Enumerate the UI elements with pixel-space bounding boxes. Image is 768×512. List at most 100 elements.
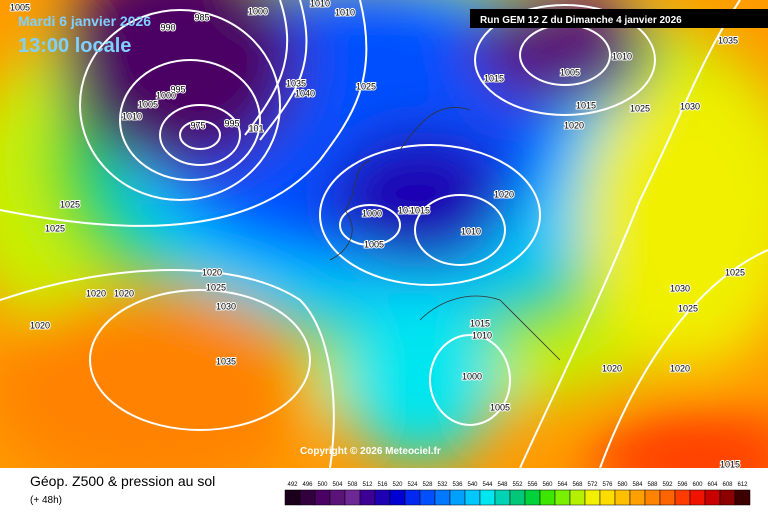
legend-level: 580 bbox=[617, 482, 628, 488]
isobar-label: 1000 bbox=[462, 371, 482, 381]
legend-level: 584 bbox=[632, 482, 643, 488]
run-box bbox=[470, 9, 768, 28]
isobar-label: 1025 bbox=[725, 267, 745, 277]
isobar-label: 1020 bbox=[494, 189, 514, 199]
legend-swatch bbox=[584, 489, 601, 506]
legend-level: 604 bbox=[707, 482, 718, 488]
run-info: Run GEM 12 Z du Dimanche 4 janvier 2026 bbox=[480, 15, 682, 26]
footer-title: Géop. Z500 & pression au sol bbox=[30, 473, 215, 489]
isobar-label: 1025 bbox=[45, 223, 65, 233]
legend-swatch bbox=[554, 489, 571, 506]
isobar-label: 1025 bbox=[206, 282, 226, 292]
legend-swatch bbox=[434, 489, 451, 506]
legend-swatch bbox=[314, 489, 331, 506]
legend-level: 540 bbox=[467, 482, 478, 488]
isobar-label: 1020 bbox=[86, 288, 106, 298]
isobar-label: 1010 bbox=[461, 226, 481, 236]
legend-level: 548 bbox=[497, 482, 508, 488]
legend-level: 556 bbox=[527, 482, 538, 488]
isobar-label: 1000 bbox=[156, 90, 176, 100]
legend-swatch bbox=[539, 489, 556, 506]
legend-swatch bbox=[344, 489, 361, 506]
legend-level: 544 bbox=[482, 482, 493, 488]
legend-swatch bbox=[404, 489, 421, 506]
isobar-label: 995 bbox=[224, 118, 239, 128]
isobar-label: 1015 bbox=[576, 100, 596, 110]
legend-level: 508 bbox=[347, 482, 358, 488]
footer-subtitle: (+ 48h) bbox=[30, 495, 62, 506]
legend-swatch bbox=[389, 489, 406, 506]
isobar-label: 985 bbox=[194, 12, 209, 22]
isobar-label: 1015 bbox=[470, 318, 490, 328]
legend-level: 492 bbox=[287, 482, 298, 488]
isobar-label: 1015 bbox=[720, 459, 740, 469]
isobar-label: 1010 bbox=[122, 111, 142, 121]
legend-level: 612 bbox=[737, 482, 748, 488]
legend-swatch bbox=[479, 489, 496, 506]
isobar-label: 1010 bbox=[472, 330, 492, 340]
isobar-label: 1005 bbox=[490, 402, 510, 412]
legend-level: 592 bbox=[662, 482, 673, 488]
isobar-label: 1035 bbox=[718, 35, 738, 45]
isobar-label: 1015 bbox=[484, 73, 504, 83]
isobar-label: 1030 bbox=[670, 283, 690, 293]
isobar-label: 1010 bbox=[310, 0, 330, 8]
legend-swatch bbox=[284, 489, 301, 506]
isobar-label: 1020 bbox=[670, 363, 690, 373]
legend-swatch bbox=[509, 489, 526, 506]
legend-level: 596 bbox=[677, 482, 688, 488]
isobar-label: 101 bbox=[248, 123, 263, 133]
legend-swatch bbox=[329, 489, 346, 506]
copyright: Copyright © 2026 Meteociel.fr bbox=[300, 446, 441, 457]
isobar-label: 1010 bbox=[335, 7, 355, 17]
legend-level: 576 bbox=[602, 482, 613, 488]
isobar-label: 975 bbox=[190, 120, 205, 130]
legend-swatch bbox=[569, 489, 586, 506]
legend-swatch bbox=[704, 489, 721, 506]
legend-level: 568 bbox=[572, 482, 583, 488]
legend-swatch bbox=[719, 489, 736, 506]
legend-swatch bbox=[629, 489, 646, 506]
legend-level: 588 bbox=[647, 482, 658, 488]
legend-swatch bbox=[659, 489, 676, 506]
isobar-label: 1015 bbox=[410, 205, 430, 215]
isobar-label: 1035 bbox=[286, 78, 306, 88]
isobar-label: 1000 bbox=[362, 208, 382, 218]
legend-swatch bbox=[464, 489, 481, 506]
date: Mardi 6 janvier 2026 bbox=[18, 13, 151, 29]
isobar-label: 995 bbox=[170, 84, 185, 94]
isobar-label: 1035 bbox=[216, 356, 236, 366]
legend-level: 512 bbox=[362, 482, 373, 488]
legend-level: 528 bbox=[422, 482, 433, 488]
isobar-label: 1020 bbox=[564, 120, 584, 130]
isobar-label: 1020 bbox=[202, 267, 222, 277]
legend-level: 496 bbox=[302, 482, 313, 488]
legend-level: 552 bbox=[512, 482, 523, 488]
legend-level: 608 bbox=[722, 482, 733, 488]
legend-level: 524 bbox=[407, 482, 418, 488]
isobar-label: 1020 bbox=[602, 363, 622, 373]
isobar-label: 1030 bbox=[216, 301, 236, 311]
isobar-label: 1025 bbox=[60, 199, 80, 209]
legend-swatch bbox=[524, 489, 541, 506]
legend-swatch bbox=[734, 489, 751, 506]
legend-level: 500 bbox=[317, 482, 328, 488]
isobar-label: 1030 bbox=[680, 101, 700, 111]
legend-swatch bbox=[449, 489, 466, 506]
isobar-label: 1040 bbox=[295, 88, 315, 98]
legend-swatch bbox=[674, 489, 691, 506]
isobar-label: 1005 bbox=[364, 239, 384, 249]
legend-level: 520 bbox=[392, 482, 403, 488]
isobar-label: 1005 bbox=[560, 67, 580, 77]
legend-swatch bbox=[359, 489, 376, 506]
isobar-label: 1000 bbox=[248, 6, 268, 16]
legend-level: 504 bbox=[332, 482, 343, 488]
legend-level: 560 bbox=[542, 482, 553, 488]
legend-level: 532 bbox=[437, 482, 448, 488]
legend-level: 536 bbox=[452, 482, 463, 488]
legend-swatch bbox=[689, 489, 706, 506]
legend-swatch bbox=[599, 489, 616, 506]
